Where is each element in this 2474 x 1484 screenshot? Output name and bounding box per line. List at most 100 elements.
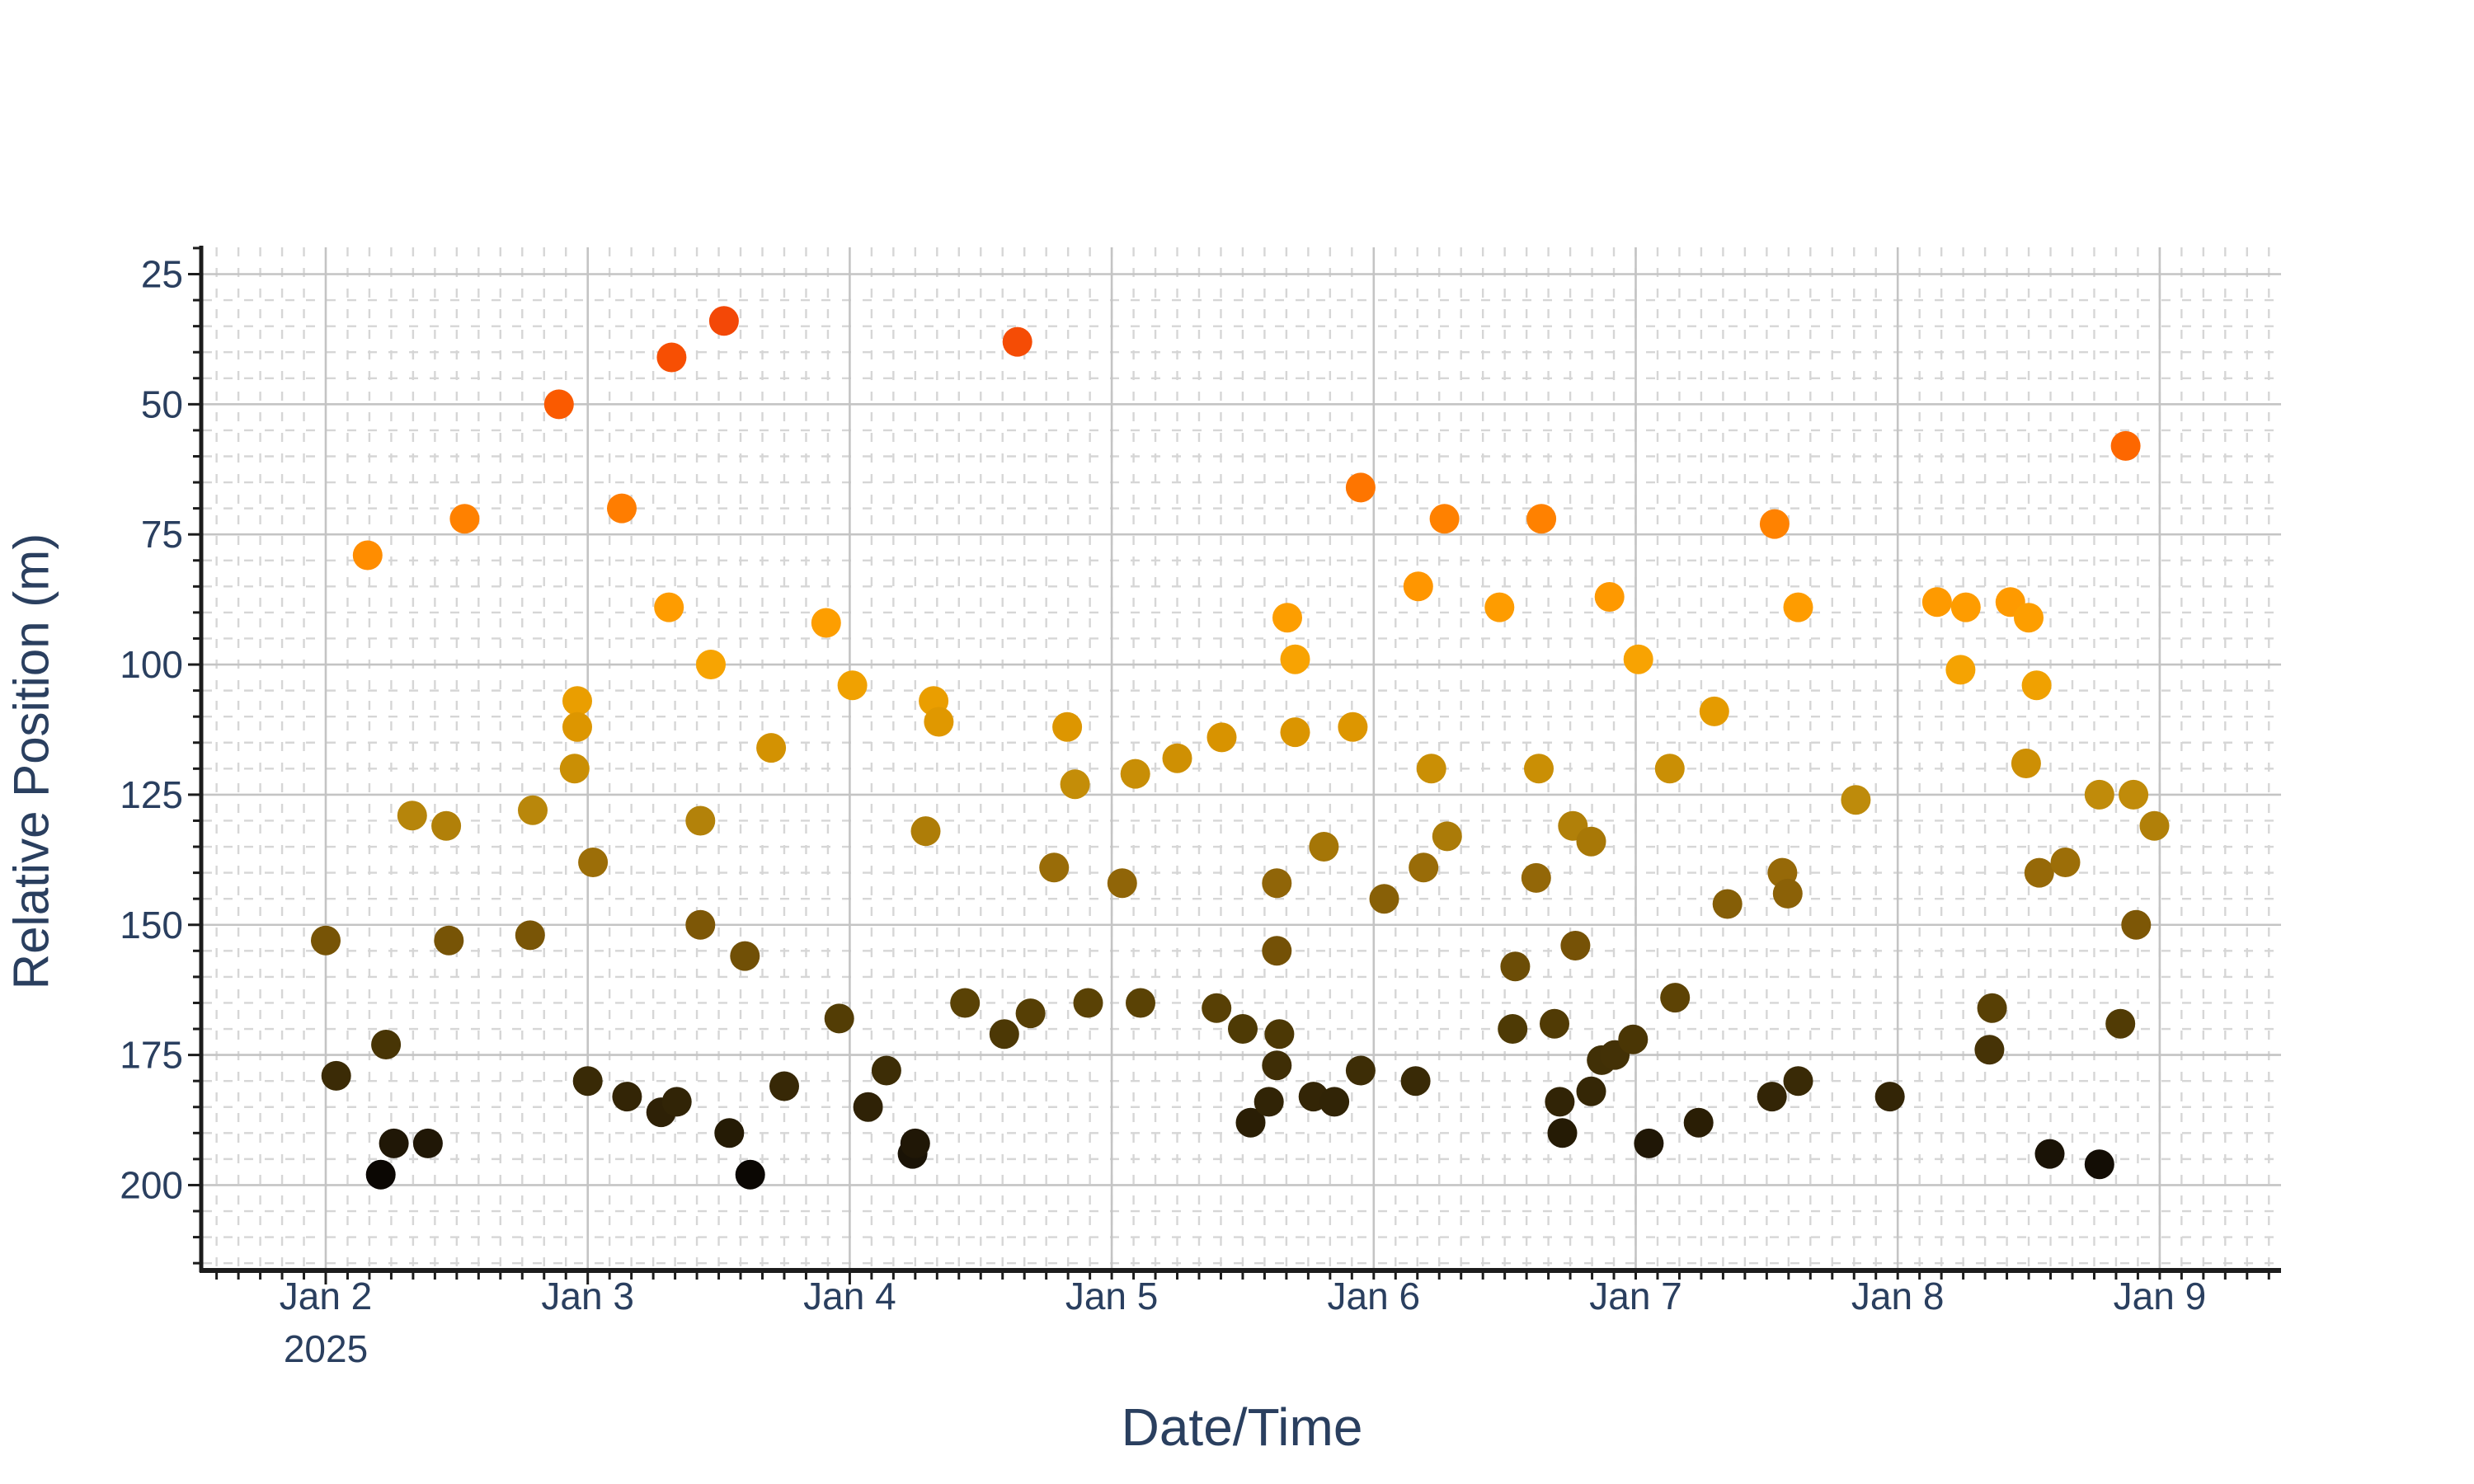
data-point[interactable] — [685, 805, 716, 836]
data-point[interactable] — [708, 306, 739, 336]
data-point[interactable] — [2050, 848, 2081, 877]
data-point[interactable] — [1345, 1055, 1376, 1086]
data-point[interactable] — [1126, 988, 1155, 1018]
data-point[interactable] — [559, 754, 590, 784]
data-point[interactable] — [2121, 909, 2152, 940]
data-point[interactable] — [434, 925, 464, 956]
data-point[interactable] — [412, 1128, 443, 1158]
data-point[interactable] — [950, 988, 981, 1018]
data-point[interactable] — [1757, 1082, 1787, 1112]
data-point[interactable] — [685, 909, 716, 940]
data-point[interactable] — [371, 1030, 402, 1059]
data-point[interactable] — [1262, 936, 1292, 966]
data-point[interactable] — [311, 925, 341, 956]
data-point[interactable] — [1547, 1118, 1578, 1148]
data-point[interactable] — [1950, 592, 1981, 622]
data-point[interactable] — [1712, 889, 1743, 919]
data-point[interactable] — [2024, 857, 2054, 888]
data-point[interactable] — [1594, 582, 1625, 612]
data-point[interactable] — [1560, 931, 1591, 960]
data-point[interactable] — [1498, 1014, 1528, 1044]
data-point[interactable] — [1262, 868, 1292, 899]
data-point[interactable] — [910, 816, 941, 847]
data-point[interactable] — [578, 848, 609, 877]
data-point[interactable] — [1540, 1008, 1569, 1039]
data-point[interactable] — [1369, 884, 1399, 914]
data-point[interactable] — [1783, 1066, 1813, 1097]
data-point[interactable] — [1759, 509, 1790, 539]
data-point[interactable] — [515, 920, 545, 951]
data-point[interactable] — [352, 540, 383, 571]
data-point[interactable] — [1262, 1050, 1292, 1081]
data-point[interactable] — [1660, 983, 1691, 1013]
data-point[interactable] — [1874, 1082, 1905, 1112]
data-point[interactable] — [562, 686, 592, 716]
data-point[interactable] — [1280, 717, 1310, 748]
data-point[interactable] — [730, 941, 760, 971]
data-point[interactable] — [2084, 779, 2114, 810]
data-point[interactable] — [543, 389, 574, 420]
data-point[interactable] — [1634, 1128, 1664, 1158]
data-point[interactable] — [1699, 696, 1729, 726]
data-point[interactable] — [1253, 1087, 1284, 1117]
data-point[interactable] — [900, 1128, 930, 1158]
data-point[interactable] — [612, 1082, 642, 1112]
data-point[interactable] — [1272, 603, 1302, 633]
data-point[interactable] — [2021, 670, 2052, 701]
data-point[interactable] — [661, 1087, 692, 1117]
data-point[interactable] — [1039, 852, 1070, 883]
data-point[interactable] — [714, 1118, 745, 1148]
data-point[interactable] — [696, 650, 726, 679]
data-point[interactable] — [924, 707, 954, 737]
data-point[interactable] — [1429, 504, 1460, 534]
data-point[interactable] — [1400, 1066, 1431, 1097]
data-point[interactable] — [1162, 743, 1192, 773]
data-point[interactable] — [2011, 749, 2041, 778]
data-point[interactable] — [989, 1019, 1019, 1050]
data-point[interactable] — [1524, 754, 1554, 784]
data-point[interactable] — [756, 733, 787, 763]
data-point[interactable] — [397, 801, 427, 831]
data-point[interactable] — [1416, 754, 1446, 784]
data-point[interactable] — [2139, 810, 2170, 841]
data-point[interactable] — [1309, 832, 1339, 862]
data-point[interactable] — [2119, 779, 2149, 810]
data-point[interactable] — [321, 1060, 351, 1091]
data-point[interactable] — [1921, 587, 1952, 618]
data-point[interactable] — [1977, 993, 2007, 1023]
data-point[interactable] — [1841, 785, 1871, 815]
data-point[interactable] — [1060, 769, 1090, 800]
data-point[interactable] — [1432, 821, 1462, 852]
data-point[interactable] — [656, 342, 687, 373]
data-point[interactable] — [654, 592, 684, 622]
data-point[interactable] — [1120, 758, 1150, 789]
data-point[interactable] — [1545, 1087, 1575, 1117]
data-point[interactable] — [1772, 878, 1803, 909]
data-point[interactable] — [1202, 993, 1232, 1023]
data-point[interactable] — [1073, 988, 1103, 1018]
data-point[interactable] — [1228, 1014, 1258, 1044]
data-point[interactable] — [735, 1159, 765, 1190]
data-point[interactable] — [379, 1128, 409, 1158]
data-point[interactable] — [1521, 862, 1551, 893]
data-point[interactable] — [1526, 504, 1557, 534]
data-point[interactable] — [1576, 826, 1606, 857]
data-point[interactable] — [1409, 852, 1439, 883]
data-point[interactable] — [1403, 571, 1433, 602]
data-point[interactable] — [2105, 1008, 2136, 1039]
data-point[interactable] — [769, 1071, 799, 1101]
data-point[interactable] — [1945, 655, 1976, 685]
data-point[interactable] — [572, 1066, 603, 1097]
data-point[interactable] — [1107, 868, 1137, 899]
data-point[interactable] — [1618, 1024, 1649, 1054]
data-point[interactable] — [1345, 472, 1376, 503]
data-point[interactable] — [1783, 592, 1813, 622]
data-point[interactable] — [1338, 711, 1368, 742]
data-point[interactable] — [1015, 998, 1046, 1029]
data-point[interactable] — [1206, 722, 1237, 753]
data-point[interactable] — [449, 504, 480, 534]
data-point[interactable] — [2014, 603, 2044, 633]
data-point[interactable] — [2084, 1149, 2114, 1180]
data-point[interactable] — [1264, 1019, 1295, 1050]
data-point[interactable] — [518, 795, 548, 825]
